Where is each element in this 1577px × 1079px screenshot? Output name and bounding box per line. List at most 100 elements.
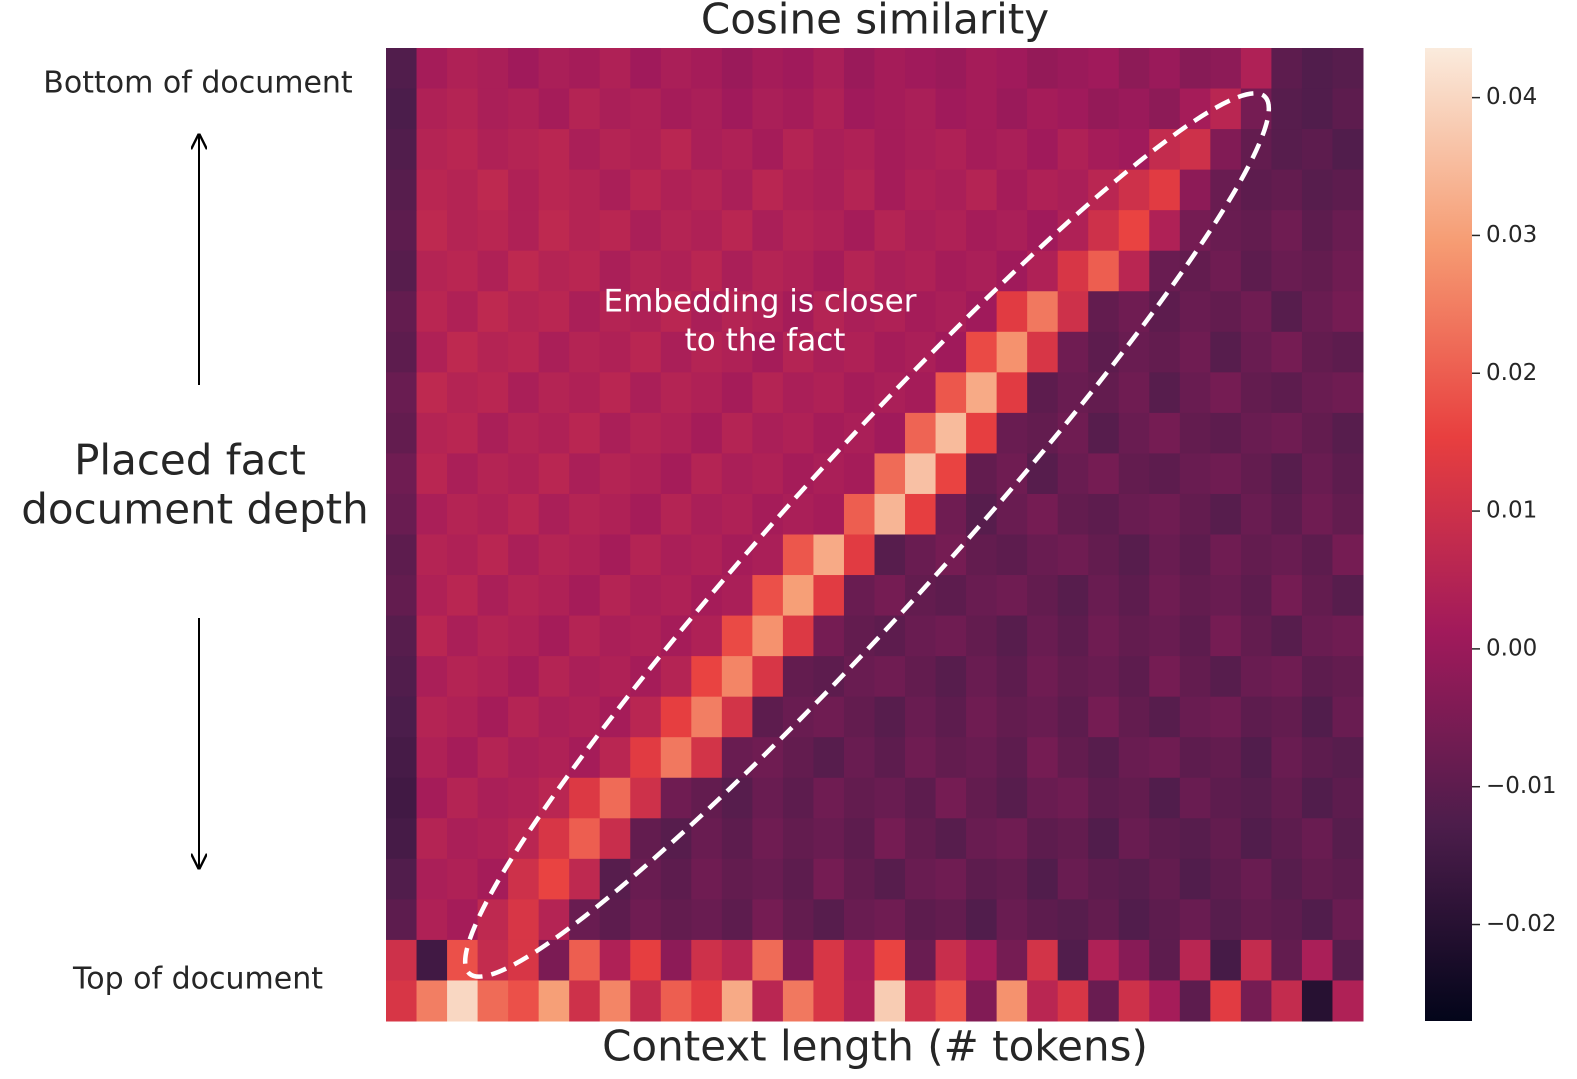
heatmap-cell [752,372,784,414]
heatmap-cell [1240,939,1272,981]
heatmap-cell [538,129,570,171]
heatmap-cell [1332,737,1364,779]
heatmap-cell [966,858,998,900]
heatmap-cell [691,412,723,454]
heatmap-cell [874,291,906,333]
heatmap-cell [1179,534,1211,576]
heatmap-cell [752,169,784,211]
heatmap-cell [1332,169,1364,211]
heatmap-cell [1057,453,1089,495]
heatmap-cell [1149,88,1181,130]
heatmap-cell [1149,818,1181,860]
heatmap-cell [1057,858,1089,900]
heatmap-cell [1271,250,1303,292]
heatmap-cell [813,169,845,211]
heatmap-cell [874,980,906,1022]
heatmap-cell [752,412,784,454]
heatmap-cell [1118,534,1150,576]
heatmap-cell [660,169,692,211]
heatmap-cell [996,331,1028,373]
heatmap-cell [1088,575,1120,617]
heatmap-cell [721,656,753,698]
heatmap-cell [966,493,998,535]
heatmap-cell [1057,777,1089,819]
heatmap-cell [569,980,601,1022]
heatmap-cell [691,656,723,698]
heatmap-cell [721,372,753,414]
heatmap-cell [874,534,906,576]
heatmap-cell [630,939,662,981]
heatmap-cell [538,696,570,738]
heatmap-cell [721,534,753,576]
heatmap-cell [813,777,845,819]
heatmap-cell [1301,412,1333,454]
heatmap-cell [538,453,570,495]
heatmap-cell [660,291,692,333]
heatmap-cell [416,575,448,617]
heatmap-cell [752,858,784,900]
heatmap-cell [721,88,753,130]
heatmap-cell [1027,169,1059,211]
heatmap-cell [1118,858,1150,900]
heatmap-cell [1179,696,1211,738]
heatmap-cell [1057,372,1089,414]
heatmap-cell [599,818,631,860]
heatmap-cell [1210,615,1242,657]
heatmap-cell [1210,858,1242,900]
heatmap-cell [569,656,601,698]
heatmap-cell [813,493,845,535]
heatmap-cell [1179,575,1211,617]
heatmap-cell [874,858,906,900]
heatmap-cell [874,412,906,454]
heatmap-cell [1210,737,1242,779]
heatmap-cell [1301,129,1333,171]
heatmap-cell [1332,493,1364,535]
heatmap-cell [843,250,875,292]
heatmap-cell [752,453,784,495]
heatmap-cell [843,453,875,495]
heatmap-cell [721,575,753,617]
heatmap-cell [1088,331,1120,373]
heatmap-cell [1118,615,1150,657]
heatmap-cell [691,453,723,495]
heatmap-cell [660,656,692,698]
colorbar-tick-label: −0.02 [1486,911,1556,937]
heatmap-cell [660,858,692,900]
heatmap-cell [1179,169,1211,211]
heatmap-cell [1057,48,1089,90]
heatmap-cell [782,48,814,90]
heatmap-cell [569,858,601,900]
heatmap-cell [966,48,998,90]
heatmap-cell [416,939,448,981]
heatmap-cell [996,534,1028,576]
heatmap-cell [905,88,937,130]
heatmap-cell [1057,250,1089,292]
heatmap-cell [599,575,631,617]
heatmap-cell [813,939,845,981]
heatmap-cell [966,331,998,373]
heatmap-cell [630,575,662,617]
heatmap-cell [1088,129,1120,171]
heatmap-cell [813,331,845,373]
heatmap-cell [569,129,601,171]
heatmap-cell [966,818,998,860]
heatmap-cell [1027,615,1059,657]
heatmap-cell [843,656,875,698]
heatmap-cell [1301,534,1333,576]
heatmap-cell [447,656,479,698]
heatmap-cell [447,291,479,333]
heatmap-cell [569,88,601,130]
heatmap-cell [538,372,570,414]
heatmap-cell [569,210,601,252]
heatmap-cell [1240,575,1272,617]
heatmap-cell [996,656,1028,698]
heatmap-cell [386,129,418,171]
heatmap-cell [630,899,662,941]
heatmap-cell [416,169,448,211]
heatmap-cell [538,412,570,454]
heatmap-cell [660,939,692,981]
heatmap-cell [1271,48,1303,90]
heatmap-cell [508,696,540,738]
heatmap-cell [1301,858,1333,900]
heatmap-cell [416,980,448,1022]
